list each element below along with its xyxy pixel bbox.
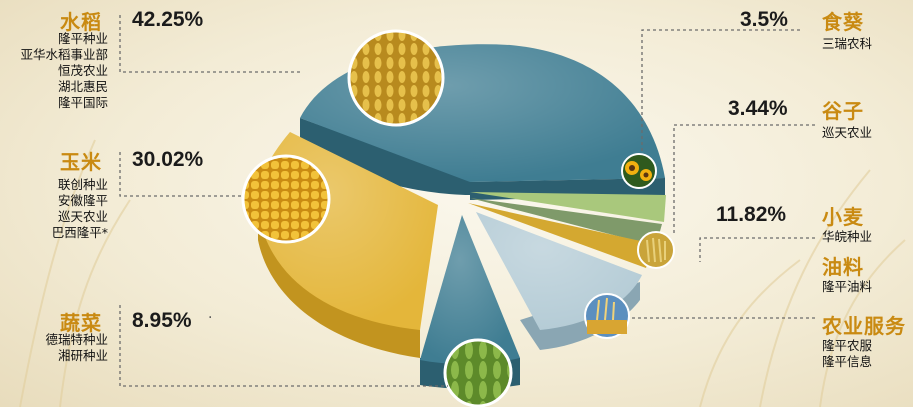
company-services-1: 隆平农服 xyxy=(822,338,873,353)
company-rice-1: 隆平种业 xyxy=(57,31,108,46)
company-rice-3: 恒茂农业 xyxy=(57,63,108,78)
percent-label-millet: 3.44% xyxy=(728,97,788,120)
category-label-millet: 谷子 xyxy=(822,99,864,123)
percent-label-vegetable: 8.95% xyxy=(132,309,192,332)
corn-photo-icon xyxy=(241,154,331,244)
leader-line-millet xyxy=(673,124,815,235)
company-rice-2: 亚华水稻事业部 xyxy=(20,47,108,62)
leader-line-rice xyxy=(119,15,300,73)
leader-line-wheat xyxy=(699,237,815,262)
decorative-dot: · xyxy=(208,310,213,326)
percent-label-sunflower: 3.5% xyxy=(740,8,788,31)
company-vegetable-2: 湘研种业 xyxy=(57,348,108,363)
company-rice-4: 湖北惠民 xyxy=(57,79,108,94)
oil-photo-icon xyxy=(637,231,675,269)
leader-lines xyxy=(119,15,815,387)
company-sunflower-1: 三瑞农科 xyxy=(822,36,873,51)
category-label-vegetable: 蔬菜 xyxy=(60,311,102,335)
category-label-wheat: 小麦 xyxy=(822,205,864,229)
category-label-corn: 玉米 xyxy=(60,150,102,174)
company-list-rice: 隆平种业 亚华水稻事业部 恒茂农业 湖北惠民 隆平国际 xyxy=(20,31,108,111)
pie-slice-oil xyxy=(468,203,654,268)
pie-slice-millet xyxy=(470,198,662,246)
company-list-corn: 联创种业 安徽隆平 巡天农业 巴西隆平* xyxy=(52,177,108,241)
company-list-services: 隆平农服 隆平信息 xyxy=(822,338,872,370)
company-millet-1: 巡天农业 xyxy=(822,125,873,140)
sunflower-photo-icon xyxy=(621,153,657,189)
percent-label-corn: 30.02% xyxy=(132,148,204,171)
company-corn-2: 安徽隆平 xyxy=(57,193,108,208)
category-label-rice: 水稻 xyxy=(60,10,102,34)
company-vegetable-1: 德瑞特种业 xyxy=(45,332,108,347)
pie-slice-sunflower xyxy=(470,192,666,222)
company-wheat-1: 华皖种业 xyxy=(822,229,873,244)
company-corn-3: 巡天农业 xyxy=(57,209,108,224)
leader-line-sunflower xyxy=(641,29,800,152)
leader-line-vegetable xyxy=(119,305,448,387)
leader-line-corn xyxy=(119,152,244,197)
company-list-millet: 巡天农业 xyxy=(822,125,872,141)
category-label-sunflower: 食葵 xyxy=(822,10,864,34)
percent-label-wheat: 11.82% xyxy=(716,203,787,226)
company-list-vegetable: 德瑞特种业 湘研种业 xyxy=(45,332,108,364)
vegetable-photo-icon xyxy=(443,338,513,407)
category-label-oil: 油料 xyxy=(822,255,864,279)
company-oil-1: 隆平油料 xyxy=(822,279,873,294)
rice-photo-icon xyxy=(347,29,445,127)
wheat-photo-icon xyxy=(584,293,630,339)
company-corn-4: 巴西隆平* xyxy=(51,225,108,240)
pie-slices xyxy=(256,44,666,389)
pie-slice-rice-side xyxy=(300,118,470,195)
company-list-oil: 隆平油料 xyxy=(822,279,872,295)
company-rice-5: 隆平国际 xyxy=(57,95,108,110)
category-label-services: 农业服务 xyxy=(822,314,906,338)
company-services-2: 隆平信息 xyxy=(822,354,873,369)
company-corn-1: 联创种业 xyxy=(57,177,108,192)
percent-label-rice: 42.25% xyxy=(132,8,204,31)
company-list-sunflower: 三瑞农科 xyxy=(822,36,872,52)
company-list-wheat: 华皖种业 xyxy=(822,229,872,245)
